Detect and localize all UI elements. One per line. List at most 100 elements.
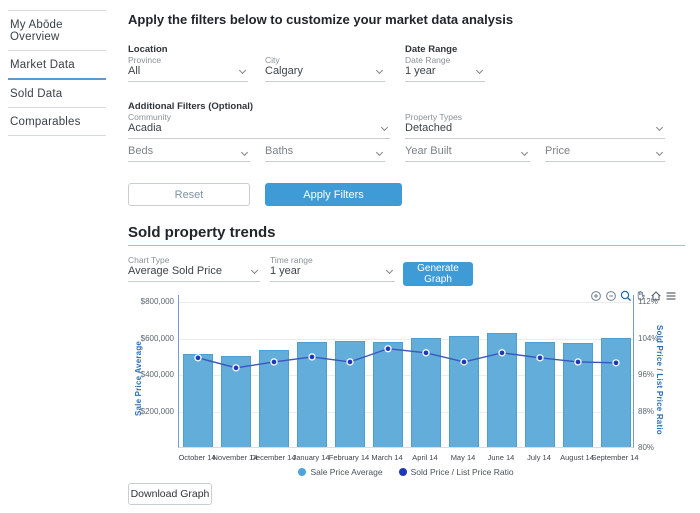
reset-button[interactable]: Reset [128,183,250,206]
chevron-down-icon [520,148,529,157]
line-marker-December 14[interactable] [270,358,278,366]
sidebar-item-label[interactable]: Comparables [10,116,81,128]
gridline [179,338,633,340]
city-value: Calgary [265,65,303,77]
line-marker-January 14[interactable] [308,353,316,361]
line-marker-April 14[interactable] [422,349,430,357]
line-marker-March 14[interactable] [384,345,392,353]
y-tick-left: $800,000 [140,297,174,307]
pan-icon[interactable] [635,290,647,302]
sidebar-item-label[interactable]: Sold Data [10,88,63,100]
chart-type-label: Chart Type [128,255,170,265]
price-placeholder: Price [545,145,571,157]
line-marker-September 14[interactable] [612,359,620,367]
location-group-label: Location [128,44,168,55]
zoom-in-icon[interactable] [590,290,602,302]
baths-placeholder: Baths [265,145,294,157]
sidebar-item-market-data[interactable]: Market Data [8,51,106,80]
date-range-group-label: Date Range [405,44,458,55]
sidebar-item-comparables[interactable]: Comparables [8,108,106,136]
selection-zoom-icon[interactable] [620,290,632,302]
legend-item[interactable]: Sold Price / List Price Ratio [398,467,514,477]
chart-type-value: Average Sold Price [128,265,222,277]
sidebar-item-label[interactable]: Market Data [10,59,75,71]
x-tick-label: October 14 [178,453,216,462]
line-marker-February 14[interactable] [346,358,354,366]
province-label: Province [128,55,162,65]
community-value: Acadia [128,122,162,134]
sold-property-trends-title: Sold property trends [128,224,276,241]
property-types-select[interactable]: Property Types Detached [405,112,665,139]
chevron-down-icon [240,148,249,157]
property-types-value: Detached [405,122,453,134]
line-marker-November 14[interactable] [232,364,240,372]
community-select[interactable]: Community Acadia [128,112,390,139]
x-tick-label: June 14 [487,453,515,462]
x-tick-label: November 14 [212,453,258,462]
menu-icon[interactable] [665,290,677,302]
x-tick-label: December 14 [250,453,296,462]
x-tick-label: August 14 [560,453,594,462]
download-graph-button[interactable]: Download Graph [128,483,212,505]
section-divider [128,245,685,246]
zoom-out-icon[interactable] [605,290,617,302]
y-tick-right: 104% [638,333,659,343]
bar-October 14[interactable] [183,354,213,447]
sidebar-item-overview[interactable]: My Abōde Overview [8,11,106,51]
city-select[interactable]: City Calgary [265,55,385,82]
beds-placeholder: Beds [128,145,154,157]
reset-home-icon[interactable] [650,290,662,302]
chevron-down-icon [655,148,664,157]
legend-dot-icon [398,468,407,476]
sidebar-item-sold-data[interactable]: Sold Data [8,80,106,108]
y-tick-right: 96% [638,370,655,380]
year-built-select[interactable]: Year Built [405,145,530,162]
y-tick-left: $400,000 [140,370,174,380]
line-marker-May 14[interactable] [460,358,468,366]
legend-item[interactable]: Sale Price Average [298,467,383,477]
sold-trends-chart: Sale Price Average Sold Price / List Pri… [128,288,685,483]
chevron-down-icon [375,66,384,75]
chevron-down-icon [475,66,484,75]
line-marker-July 14[interactable] [536,354,544,362]
chevron-down-icon [655,123,664,132]
x-tick-label: February 14 [328,453,370,462]
line-marker-June 14[interactable] [498,349,506,357]
date-range-label: Date Range [405,55,451,65]
line-marker-August 14[interactable] [574,358,582,366]
x-tick-label: March 14 [371,453,403,462]
price-select[interactable]: Price [545,145,665,162]
year-built-placeholder: Year Built [405,145,452,157]
main-content: Apply the filters below to customize you… [128,0,685,513]
baths-select[interactable]: Baths [265,145,385,162]
property-types-label: Property Types [405,112,463,122]
province-select[interactable]: Province All [128,55,248,82]
bar-December 14[interactable] [259,350,289,447]
time-range-label: Time range [270,255,313,265]
sidebar-item-label[interactable]: My Abōde Overview [10,19,63,43]
generate-graph-button[interactable]: Generate Graph [403,262,473,286]
chart-toolbar [590,290,677,302]
x-tick-label: July 14 [527,453,551,462]
apply-filters-button[interactable]: Apply Filters [265,183,402,206]
y-tick-right: 112% [638,297,658,307]
time-range-select[interactable]: Time range 1 year [270,255,395,282]
x-tick-label: January 14 [292,453,330,462]
line-marker-October 14[interactable] [194,354,202,362]
gridline [179,375,633,377]
chart-type-select[interactable]: Chart Type Average Sold Price [128,255,260,282]
beds-select[interactable]: Beds [128,145,250,162]
x-tick-label: May 14 [450,453,476,462]
chart-legend: Sale Price Average Sold Price / List Pric… [178,467,634,477]
gridline [179,302,633,304]
community-label: Community [128,112,171,122]
time-range-value: 1 year [270,265,301,277]
bar-March 14[interactable] [373,341,403,447]
bar-September 14[interactable] [601,337,631,447]
chart-plot-area [178,295,634,448]
x-tick-label: September 14 [591,453,639,462]
date-range-select[interactable]: Date Range 1 year [405,55,485,82]
bar-May 14[interactable] [449,335,479,447]
legend-label: Sold Price / List Price Ratio [410,467,514,477]
